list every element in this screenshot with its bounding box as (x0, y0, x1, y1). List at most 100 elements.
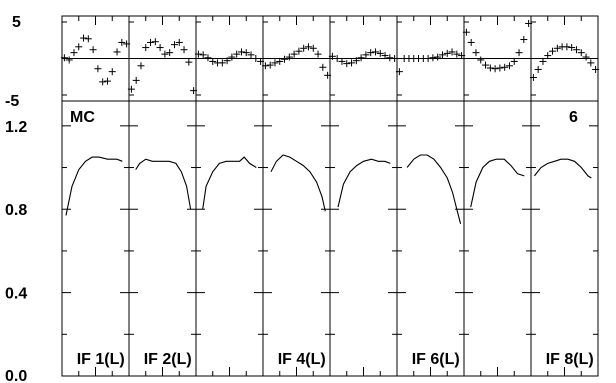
residual-point (99, 78, 107, 86)
bandpass-curve (135, 158, 192, 210)
residual-point (161, 50, 169, 58)
main-tick-label: 1.2 (5, 119, 27, 136)
residual-point (132, 76, 140, 84)
bandpass-curve (337, 158, 391, 208)
residual-tick-label: -5 (5, 93, 19, 110)
residual-point (443, 49, 451, 57)
source-label: MC (70, 109, 95, 126)
residual-point (137, 62, 145, 70)
residual-point (338, 57, 346, 65)
residual-point (247, 51, 255, 59)
residual-point (510, 57, 518, 65)
residual-point (290, 50, 298, 58)
residual-point (582, 53, 590, 61)
residual-point (170, 41, 178, 49)
residual-point (563, 43, 571, 51)
residual-point (80, 34, 88, 42)
residual-point (70, 49, 78, 57)
residual-point (448, 48, 456, 56)
residual-point (151, 38, 159, 46)
residual-point (175, 38, 183, 46)
residual-point (281, 55, 289, 63)
residual-point (520, 36, 528, 44)
residual-point (496, 64, 504, 72)
residual-point (242, 49, 250, 57)
residual-point (544, 52, 552, 60)
residual-point (185, 58, 193, 66)
bandpass-curve (406, 154, 462, 224)
residual-point (113, 48, 121, 56)
residual-point (348, 59, 356, 67)
residual-point (343, 60, 351, 68)
residual-point (276, 57, 284, 65)
bandpass-curve (202, 156, 257, 210)
residual-point (94, 65, 102, 73)
residual-point (434, 53, 442, 61)
residual-point (477, 56, 485, 64)
main-tick-label: 0.0 (5, 368, 27, 383)
residual-point (295, 47, 303, 55)
panel-label: IF 6(L) (412, 351, 460, 368)
residual-point (233, 50, 241, 58)
bandpass-curve (533, 158, 592, 179)
residual-point (75, 43, 83, 51)
residual-point (142, 44, 150, 52)
residual-point (237, 48, 245, 56)
bandpass-curve (270, 154, 326, 212)
residual-point (300, 44, 308, 52)
residual-point (482, 61, 490, 69)
residual-point (147, 38, 155, 46)
residual-point (501, 63, 509, 71)
residual-point (204, 54, 212, 62)
residual-point (376, 49, 384, 57)
residual-point (438, 51, 446, 59)
residual-point (309, 44, 317, 52)
panel-count-label: 6 (569, 109, 578, 126)
label-layer: IF 1(L) IF 2(L) IF 4(L) IF 6(L) IF 8(L) 5 -5 1.… (5, 14, 594, 383)
residual-point (568, 44, 576, 52)
residual-point (228, 53, 236, 61)
main-tick-label: 0.8 (5, 202, 27, 219)
residual-point (271, 59, 279, 67)
residual-point (199, 51, 207, 59)
residual-point (505, 62, 513, 70)
residual-point (84, 35, 92, 43)
residual-point (371, 48, 379, 56)
residual-point (549, 47, 557, 55)
residual-point (553, 44, 561, 52)
residual-point (534, 65, 542, 73)
residual-point (118, 38, 126, 46)
bandpass-curve (470, 158, 525, 208)
residual-point (89, 46, 97, 54)
main-tick-label: 0.4 (5, 286, 27, 303)
residual-point (314, 50, 322, 58)
curve-layer (65, 154, 592, 224)
residual-point (367, 49, 375, 57)
residual-point (386, 54, 394, 62)
residual-point (486, 64, 494, 72)
residual-point (467, 38, 475, 46)
residual-point (587, 59, 595, 67)
residual-point (472, 49, 480, 57)
residual-point (381, 52, 389, 60)
residual-point (453, 50, 461, 58)
residual-tick-label: 5 (12, 14, 21, 31)
residual-point (166, 49, 174, 57)
residual-point (319, 63, 327, 71)
residual-point (285, 53, 293, 61)
residual-point (103, 77, 111, 85)
panel-label: IF 1(L) (77, 351, 125, 368)
residual-point (218, 59, 226, 67)
bandpass-curve (65, 156, 123, 216)
residual-point (572, 46, 580, 54)
residual-point (209, 57, 217, 65)
residual-point (156, 44, 164, 52)
residual-point (180, 46, 188, 54)
panel-label: IF 4(L) (278, 351, 326, 368)
residual-point (266, 61, 274, 69)
residual-point (362, 51, 370, 59)
residual-point (108, 68, 116, 76)
residual-point (357, 54, 365, 62)
